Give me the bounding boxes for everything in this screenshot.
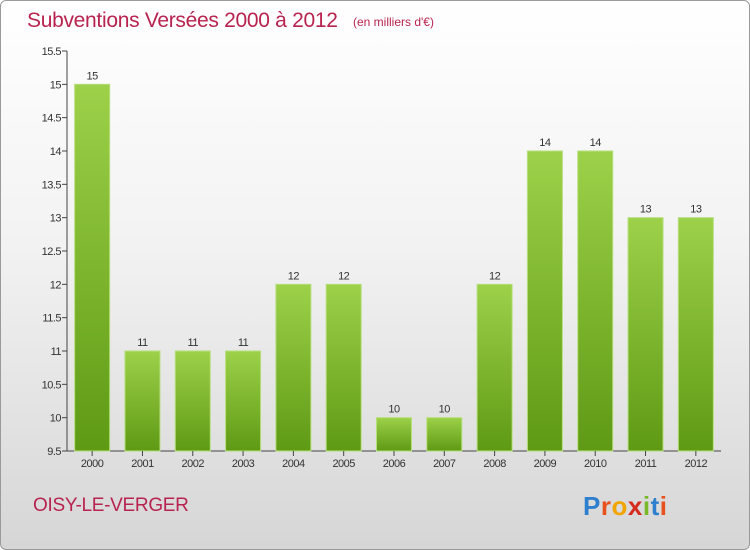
bar-value-label: 10 (388, 404, 400, 416)
y-tick-label: 11 (51, 346, 62, 358)
bar (526, 150, 563, 452)
y-tick-label: 10 (50, 413, 62, 425)
y-tick-label: 14 (50, 146, 62, 158)
bar-value-label: 13 (640, 204, 652, 216)
x-tick-label: 2004 (282, 458, 305, 470)
x-tick-label: 2009 (534, 458, 557, 470)
x-tick-label: 2012 (685, 458, 708, 470)
bar-value-label: 12 (288, 270, 300, 282)
bar-value-label: 15 (87, 70, 99, 82)
x-tick-label: 2000 (81, 458, 104, 470)
bar-value-label: 10 (439, 404, 451, 416)
x-tick-label: 2001 (131, 458, 154, 470)
y-tick-label: 12 (50, 279, 62, 291)
bar-value-label: 11 (137, 337, 148, 349)
bar (426, 417, 463, 452)
bar-value-label: 14 (590, 137, 602, 149)
x-tick-label: 2005 (332, 458, 355, 470)
logo-letter: o (611, 491, 628, 521)
logo-letter: i (659, 491, 668, 521)
y-tick-label: 14.5 (42, 113, 62, 125)
bar (74, 83, 111, 452)
bar (225, 350, 262, 452)
bar (627, 217, 664, 452)
bar (476, 283, 513, 452)
x-tick-label: 2006 (383, 458, 406, 470)
bar-value-label: 14 (539, 137, 551, 149)
chart-unit: (en milliers d'€) (353, 15, 434, 29)
logo-letter: x (627, 491, 643, 521)
bar-value-label: 11 (238, 337, 249, 349)
bar-value-label: 12 (489, 270, 501, 282)
chart-title: Subventions Versées 2000 à 2012 (27, 9, 338, 32)
y-tick-label: 12.5 (42, 246, 62, 258)
logo-letter: t (650, 491, 660, 521)
y-tick-label: 11.5 (42, 313, 61, 325)
y-tick-label: 13 (50, 213, 62, 225)
logo-letter: P (583, 491, 601, 521)
y-tick-label: 10.5 (42, 379, 62, 391)
commune-name: OISY-LE-VERGER (33, 495, 189, 516)
bar (174, 350, 211, 452)
bar (275, 283, 312, 452)
bar-value-label: 12 (338, 270, 350, 282)
x-tick-label: 2008 (483, 458, 506, 470)
bar (124, 350, 161, 452)
x-tick-label: 2011 (635, 458, 657, 470)
logo-letter: r (600, 491, 612, 521)
bar (376, 417, 412, 452)
logo-letter: i (642, 491, 651, 521)
y-tick-label: 15 (50, 79, 62, 91)
y-tick-label: 13.5 (42, 179, 62, 191)
bar-value-label: 11 (188, 337, 199, 349)
bar-value-label: 13 (690, 204, 702, 216)
x-tick-label: 2007 (433, 458, 456, 470)
bar-chart: 9.5 10 10.5 11 11.5 12 12.5 13 13.5 14 14.5 15 15.5 1… (42, 46, 721, 470)
bar (325, 283, 362, 452)
y-tick-label: 15.5 (42, 46, 62, 58)
bar (577, 150, 614, 452)
x-tick-label: 2010 (584, 458, 607, 470)
bar (677, 217, 714, 452)
x-tick-label: 2003 (232, 458, 255, 470)
x-tick-label: 2002 (182, 458, 205, 470)
y-tick-label: 9.5 (47, 446, 61, 458)
proxiti-logo: Proxiti (583, 491, 667, 522)
